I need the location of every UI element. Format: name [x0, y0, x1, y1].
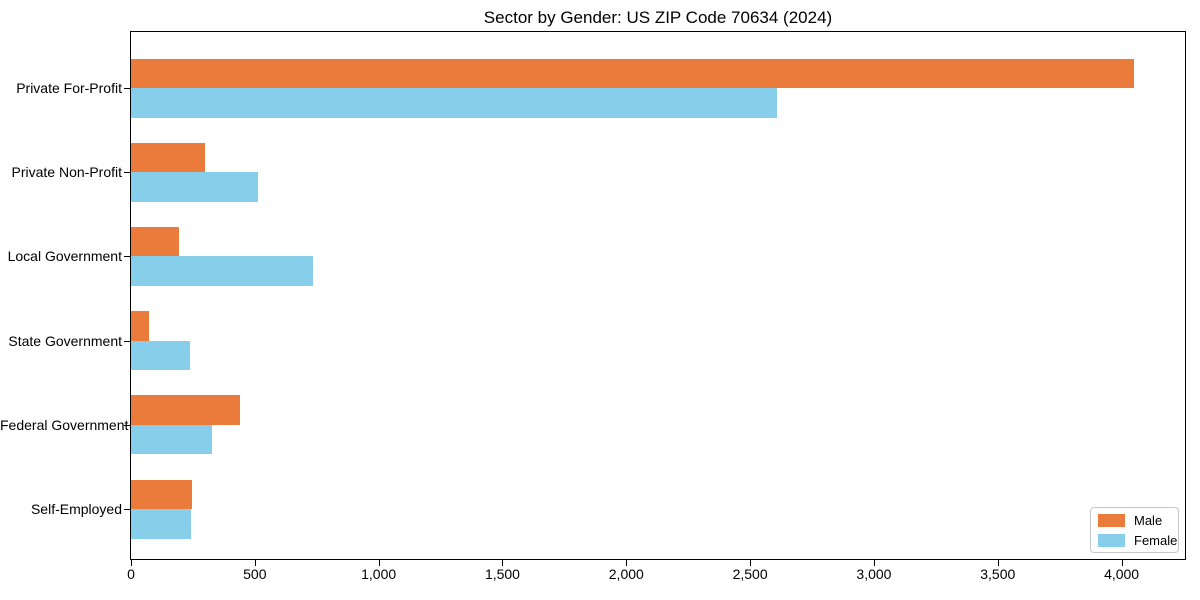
y-tick-local-government	[124, 256, 130, 258]
x-tick-label-0: 0	[127, 566, 135, 582]
x-tick-3000	[873, 560, 875, 566]
x-tick-4000	[1121, 560, 1123, 566]
y-tick-private-for-profit	[124, 88, 130, 89]
x-tick-1000	[378, 560, 380, 566]
y-tick-label-private-non-profit: Private Non-Profit	[11, 164, 122, 181]
x-tick-label-1500: 1,500	[484, 566, 520, 582]
bar-female-local-government	[131, 256, 313, 286]
x-tick-label-4000: 4,000	[1104, 566, 1140, 582]
y-tick-label-federal-government: Federal Government	[0, 416, 129, 433]
legend-label-female: Female	[1134, 532, 1178, 548]
legend-item-female: Female	[1098, 533, 1178, 548]
x-tick-label-3000: 3,000	[856, 566, 892, 582]
x-tick-label-2500: 2,500	[732, 566, 768, 582]
y-tick-label-private-for-profit: Private For-Profit	[16, 80, 122, 96]
y-tick-self-employed	[124, 509, 130, 510]
bar-female-self-employed	[131, 509, 191, 539]
bar-male-self-employed	[131, 479, 193, 509]
chart-title: Sector by Gender: US ZIP Code 70634 (202…	[483, 8, 833, 27]
bar-male-state-government	[131, 311, 150, 341]
legend-swatch-female	[1098, 533, 1125, 547]
y-tick-federal-government	[124, 424, 130, 426]
bar-female-private-non-profit	[131, 172, 259, 202]
y-tick-private-non-profit	[124, 172, 130, 174]
bar-male-private-for-profit	[131, 58, 1135, 88]
bar-male-local-government	[131, 226, 180, 257]
x-tick-label-3500: 3,500	[980, 566, 1016, 582]
x-tick-3500	[997, 560, 999, 566]
x-tick-2000	[626, 560, 628, 566]
x-tick-label-1000: 1,000	[361, 566, 397, 582]
x-tick-2500	[750, 560, 752, 566]
x-tick-label-500: 500	[243, 566, 267, 582]
bar-female-private-for-profit	[131, 88, 778, 118]
legend-item-male: Male	[1098, 513, 1178, 528]
legend-swatch-male	[1098, 513, 1125, 527]
x-tick-1500	[502, 560, 504, 566]
y-tick-state-government	[124, 340, 130, 342]
x-tick-500	[254, 560, 256, 566]
plot-area	[130, 31, 1186, 560]
bar-male-federal-government	[131, 395, 241, 425]
legend-label-male: Male	[1134, 512, 1163, 528]
bar-female-state-government	[131, 340, 191, 371]
y-tick-label-state-government: State Government	[8, 332, 122, 349]
bar-female-federal-government	[131, 424, 212, 455]
legend: Male Female	[1090, 507, 1179, 553]
y-tick-label-local-government: Local Government	[7, 248, 122, 265]
x-tick-label-2000: 2,000	[608, 566, 644, 582]
y-tick-label-self-employed: Self-Employed	[30, 501, 122, 517]
x-tick-0	[131, 560, 132, 566]
bar-male-private-non-profit	[131, 142, 206, 173]
